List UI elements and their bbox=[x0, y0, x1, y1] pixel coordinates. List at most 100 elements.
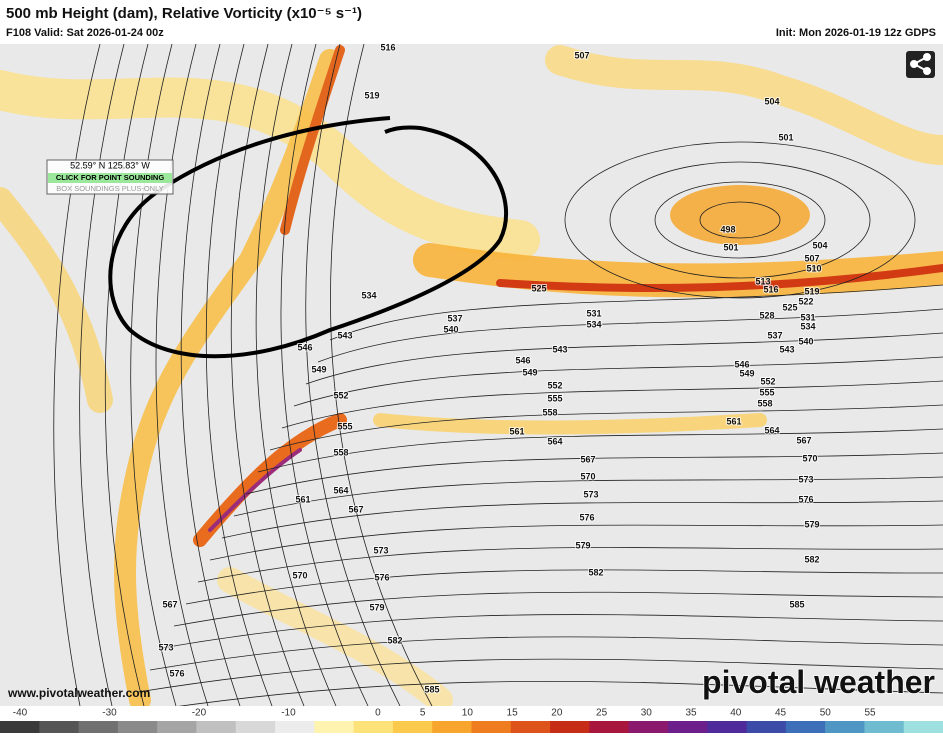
contour-label: 570 bbox=[292, 570, 307, 580]
contour-label: 552 bbox=[547, 380, 562, 390]
contour-label: 540 bbox=[798, 336, 813, 346]
contour-label: 501 bbox=[778, 132, 793, 142]
contour-line bbox=[185, 569, 943, 605]
contour-line bbox=[269, 404, 943, 451]
colorbar-swatch bbox=[314, 721, 355, 733]
contour-label: 549 bbox=[739, 368, 754, 378]
contour-label: 570 bbox=[802, 453, 817, 463]
contour-label: 546 bbox=[734, 359, 749, 369]
contour-line bbox=[317, 308, 943, 363]
contour-label: 510 bbox=[806, 263, 821, 273]
contour-label: 567 bbox=[162, 599, 177, 609]
contour-line bbox=[155, 43, 209, 707]
contour-label: 522 bbox=[798, 296, 813, 306]
contour-label: 573 bbox=[798, 474, 813, 484]
colorbar: -40 -30 -20 -10 0 5 10 15 20 25 30 35 40 45 50 55 bbox=[0, 708, 943, 733]
colorbar-tick-label: 45 bbox=[775, 708, 787, 719]
colorbar-swatch bbox=[471, 721, 512, 733]
contour-label: 561 bbox=[295, 494, 310, 504]
contour-label: 570 bbox=[580, 471, 595, 481]
tooltip-coords: 52.59° N 125.83° W bbox=[70, 160, 150, 170]
contour-label: 585 bbox=[424, 684, 439, 694]
contour-label: 504 bbox=[812, 240, 827, 250]
colorbar-swatch bbox=[746, 721, 787, 733]
contour-label: 519 bbox=[804, 286, 819, 296]
colorbar-tick-label: 0 bbox=[375, 708, 381, 719]
contour-line bbox=[257, 428, 943, 473]
colorbar-swatch bbox=[864, 721, 905, 733]
contour-line bbox=[173, 591, 943, 627]
contour-line bbox=[197, 547, 943, 583]
contour-label: 540 bbox=[443, 324, 458, 334]
contour-label: 573 bbox=[373, 545, 388, 555]
contour-line bbox=[305, 332, 943, 385]
contour-label: 576 bbox=[169, 668, 184, 678]
contour-label: 567 bbox=[348, 504, 363, 514]
contour-label: 537 bbox=[767, 330, 782, 340]
contour-label: 519 bbox=[364, 90, 379, 100]
contour-label: 582 bbox=[804, 554, 819, 564]
contour-label: 537 bbox=[447, 313, 462, 323]
contour-line bbox=[654, 181, 826, 259]
contour-label: 558 bbox=[333, 447, 348, 457]
colorbar-tick-label: 5 bbox=[420, 708, 426, 719]
contour-line bbox=[329, 284, 943, 341]
colorbar-swatch bbox=[353, 721, 394, 733]
colorbar-swatch bbox=[707, 721, 748, 733]
share-icon[interactable] bbox=[910, 53, 931, 75]
contour-line bbox=[209, 524, 943, 561]
colorbar-tick-label: -10 bbox=[281, 708, 296, 719]
contour-line bbox=[564, 141, 916, 299]
colorbar-swatch bbox=[589, 721, 630, 733]
contour-line bbox=[205, 43, 273, 707]
contour-label: 549 bbox=[522, 367, 537, 377]
colorbar-tick-label: 15 bbox=[507, 708, 519, 719]
colorbar-tick-label: 25 bbox=[596, 708, 608, 719]
contour-line bbox=[130, 43, 177, 707]
colorbar-swatch bbox=[785, 721, 826, 733]
contour-line bbox=[104, 43, 149, 707]
contour-label: 561 bbox=[509, 426, 524, 436]
contour-label: 564 bbox=[547, 436, 562, 446]
contour-line bbox=[245, 452, 943, 495]
contour-line bbox=[280, 43, 369, 707]
contour-line bbox=[161, 614, 943, 649]
contour-line bbox=[221, 500, 943, 539]
contour-label: 579 bbox=[369, 602, 384, 612]
contour-label: 567 bbox=[580, 454, 595, 464]
contour-label: 561 bbox=[726, 416, 741, 426]
contour-label: 582 bbox=[387, 635, 402, 645]
contour-line bbox=[281, 380, 943, 429]
contour-line bbox=[255, 43, 337, 707]
contour-label: 534 bbox=[586, 319, 601, 329]
contour-label: 525 bbox=[782, 302, 797, 312]
sounding-tooltip: 52.59° N 125.83° W CLICK FOR POINT SOUND… bbox=[46, 159, 174, 195]
height-contours bbox=[53, 43, 943, 715]
contour-label: 576 bbox=[579, 512, 594, 522]
contour-label: 564 bbox=[764, 425, 779, 435]
sounding-button[interactable] bbox=[48, 173, 172, 183]
contour-label: 528 bbox=[759, 310, 774, 320]
colorbar-tick-label: 10 bbox=[462, 708, 474, 719]
contour-label: 525 bbox=[531, 283, 546, 293]
contour-label: 558 bbox=[542, 407, 557, 417]
contour-label: 579 bbox=[804, 519, 819, 529]
contour-label: 576 bbox=[798, 494, 813, 504]
sounding-button-label[interactable]: CLICK FOR POINT SOUNDING bbox=[56, 173, 164, 182]
contour-label: 585 bbox=[789, 599, 804, 609]
contour-label: 543 bbox=[337, 330, 352, 340]
contour-label: 498 bbox=[720, 224, 735, 234]
colorbar-swatch bbox=[39, 721, 80, 733]
contour-label: 504 bbox=[764, 96, 779, 106]
contour-line bbox=[79, 43, 125, 707]
colorbar-tick-label: 30 bbox=[641, 708, 653, 719]
colorbar-swatch bbox=[78, 721, 119, 733]
contour-label: 531 bbox=[586, 308, 601, 318]
contour-line bbox=[230, 43, 305, 707]
contour-label: 546 bbox=[515, 355, 530, 365]
contour-label: 531 bbox=[800, 312, 815, 322]
contour-line bbox=[609, 161, 871, 279]
contour-label: 552 bbox=[333, 390, 348, 400]
